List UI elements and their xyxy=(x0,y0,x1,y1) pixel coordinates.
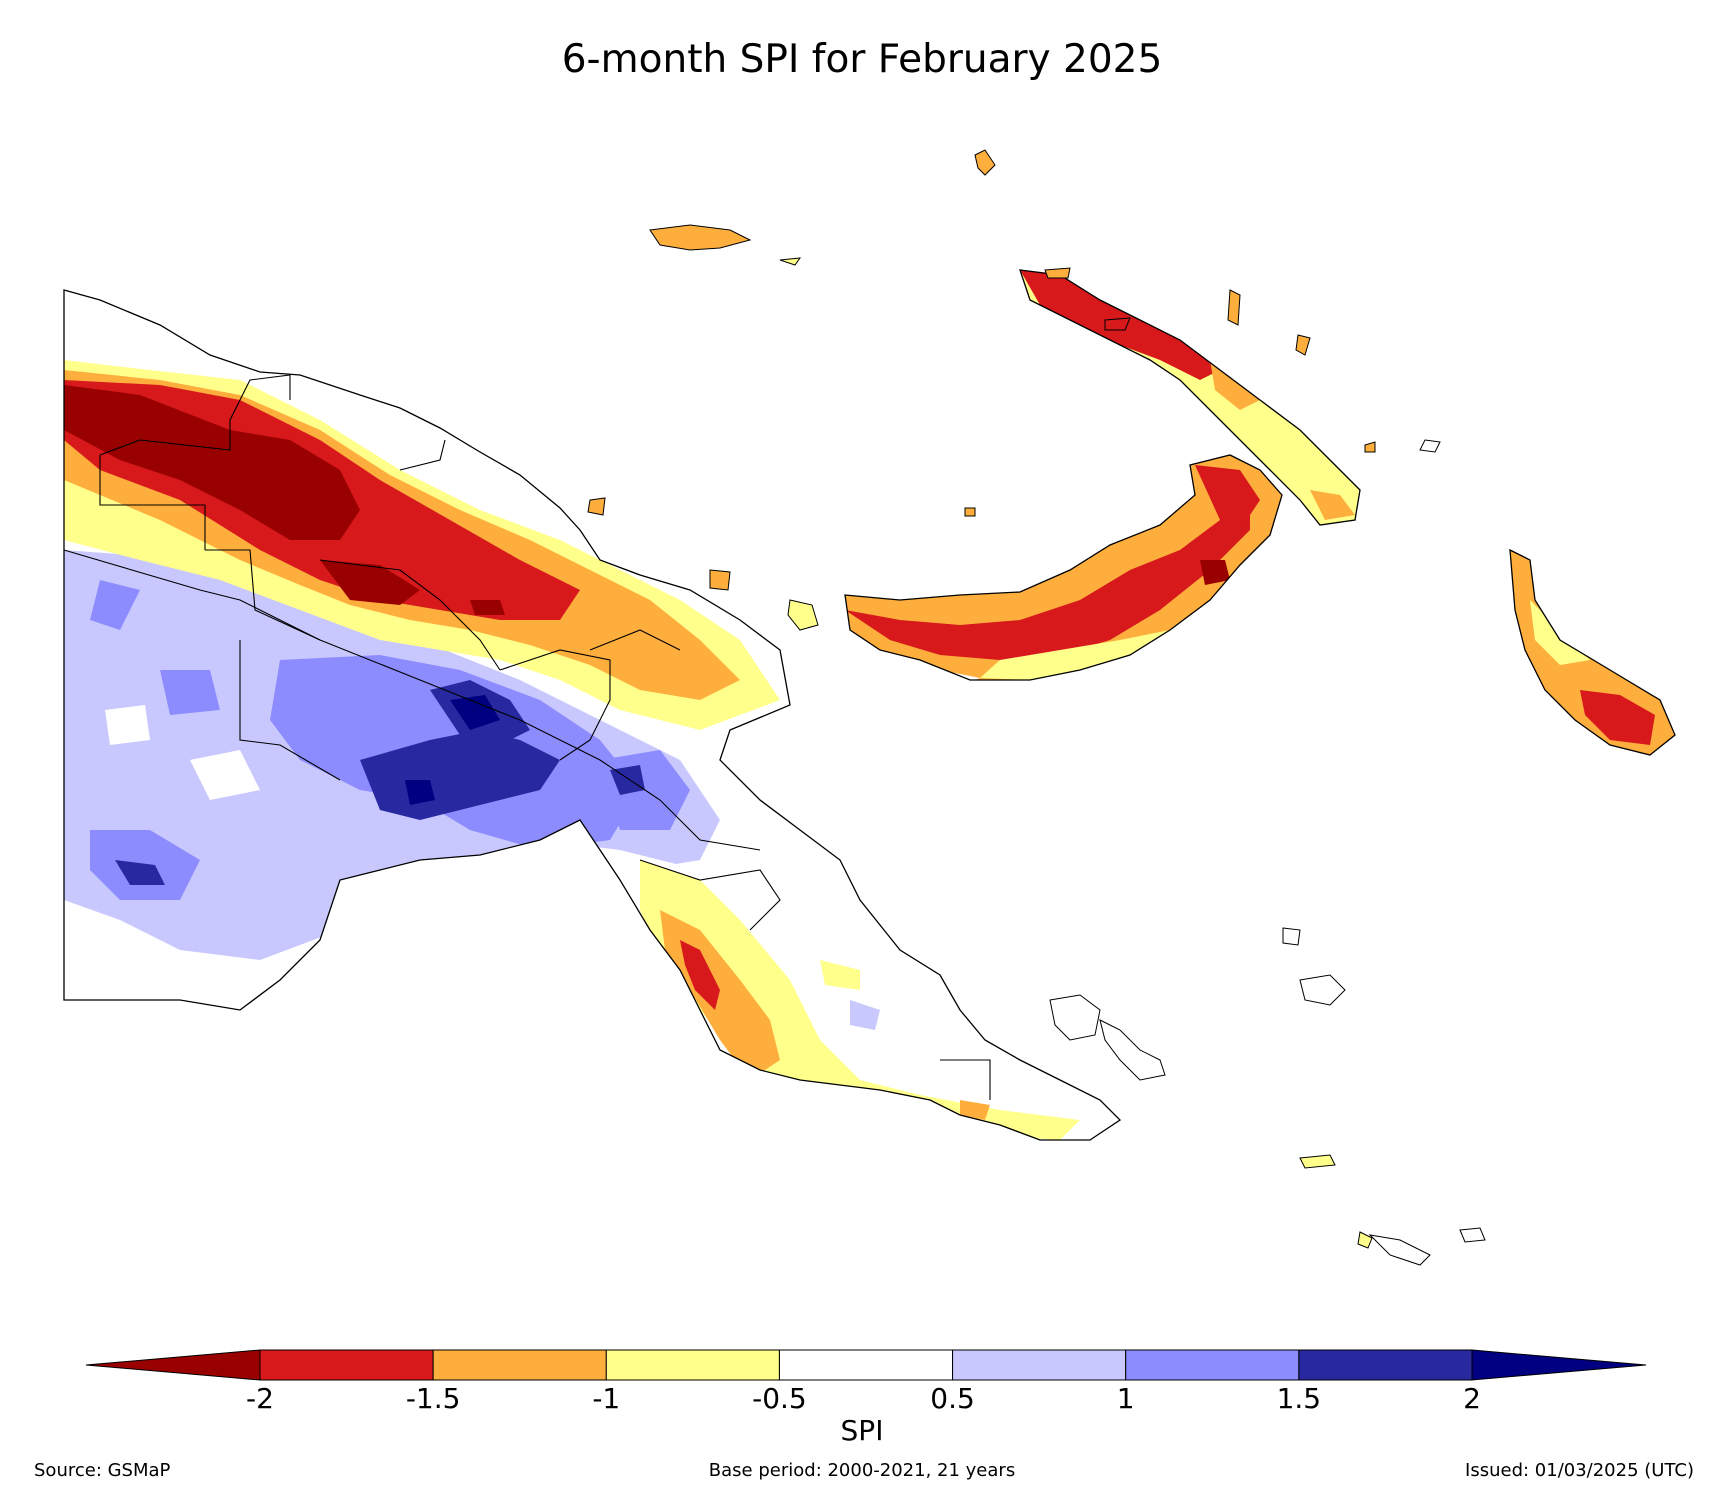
colorbar-bin xyxy=(778,1349,954,1381)
colorbar-tick-label: -2 xyxy=(246,1382,274,1415)
small-islands xyxy=(587,149,1486,1266)
colorbar-tick-label: 1.5 xyxy=(1276,1382,1322,1415)
mainland-coastline xyxy=(63,289,1122,1141)
new-ireland-coastline xyxy=(1019,269,1361,526)
colorbar-tick-label: -0.5 xyxy=(752,1382,807,1415)
base-period-text: Base period: 2000-2021, 21 years xyxy=(708,1460,1016,1481)
bougainville-coastline xyxy=(1509,548,1676,756)
colorbar-bin xyxy=(952,1349,1127,1381)
source-text: Source: GSMaP xyxy=(34,1460,171,1481)
province-boundaries xyxy=(63,374,991,1100)
colorbar-tick-label: -1 xyxy=(592,1382,621,1415)
colorbar-bin xyxy=(1125,1349,1300,1381)
new-britain-coastline xyxy=(844,454,1283,681)
colorbar-bin xyxy=(1298,1349,1473,1381)
colorbar-extend-max xyxy=(1471,1349,1647,1381)
colorbar-tick-label: 1 xyxy=(1116,1382,1135,1415)
colorbar-bin xyxy=(259,1349,434,1381)
colorbar-bin xyxy=(432,1349,607,1381)
map-title: 6-month SPI for February 2025 xyxy=(561,37,1163,82)
issued-text: Issued: 01/03/2025 (UTC) xyxy=(1465,1460,1694,1481)
colorbar-tick-label: -1.5 xyxy=(405,1382,461,1415)
colorbar-extend-min xyxy=(85,1349,261,1381)
colorbar-tick-label: 2 xyxy=(1463,1382,1481,1415)
colorbar-bin xyxy=(605,1349,780,1381)
colorbar-label: SPI xyxy=(840,1414,884,1447)
colorbar-tick-label: 0.5 xyxy=(930,1382,975,1415)
